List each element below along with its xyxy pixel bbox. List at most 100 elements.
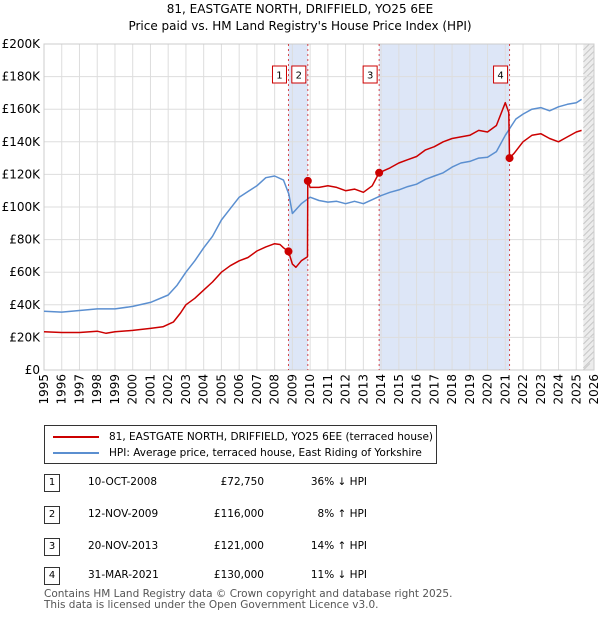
- future-hatch: [583, 147, 595, 159]
- future-hatch: [583, 93, 595, 105]
- x-tick-label: 2020: [481, 374, 495, 405]
- future-hatch: [583, 207, 595, 219]
- transaction-hpi-change: 14% ↑ HPI: [310, 540, 367, 552]
- future-hatch: [583, 309, 595, 321]
- y-tick-label: £20K: [9, 330, 41, 344]
- future-hatch: [583, 279, 595, 291]
- transaction-price: £116,000: [213, 508, 264, 520]
- sale-label-number: 4: [497, 71, 503, 82]
- legend-swatch-hpi: [53, 452, 99, 454]
- future-hatch: [583, 243, 595, 255]
- property-price-line: [43, 101, 582, 335]
- future-hatch: [583, 213, 595, 225]
- legend-item-hpi: HPI: Average price, terraced house, East…: [53, 445, 422, 461]
- x-tick-label: 2006: [232, 374, 246, 405]
- future-hatch: [583, 333, 595, 345]
- x-tick-label: 2015: [392, 374, 406, 405]
- future-hatch: [583, 273, 595, 285]
- x-tick-label: 2007: [250, 374, 264, 405]
- footer-licence: This data is licensed under the Open Gov…: [44, 599, 379, 611]
- chart-title-address: 81, EASTGATE NORTH, DRIFFIELD, YO25 6EE: [166, 2, 434, 16]
- x-tick-label: 2014: [374, 374, 388, 405]
- x-tick-label: 2022: [516, 374, 530, 405]
- x-tick-label: 2001: [143, 374, 157, 405]
- transaction-number: 1: [44, 474, 60, 492]
- x-tick-label: 2005: [214, 374, 228, 405]
- y-tick-label: £60K: [9, 265, 41, 279]
- x-tick-label: 2026: [587, 374, 600, 405]
- future-hatch: [583, 219, 595, 231]
- future-hatch: [583, 69, 595, 81]
- transaction-date: 12-NOV-2009: [88, 508, 159, 520]
- future-hatch: [583, 357, 595, 369]
- transaction-date: 20-NOV-2013: [88, 540, 159, 552]
- future-hatch: [583, 51, 595, 63]
- x-tick-label: 2016: [410, 374, 424, 405]
- future-hatch: [583, 321, 595, 333]
- future-hatch: [583, 57, 595, 69]
- y-tick-label: £40K: [9, 298, 41, 312]
- x-tick-label: 2013: [356, 374, 370, 405]
- future-hatch: [583, 63, 595, 75]
- sale-label-box: [271, 65, 287, 84]
- x-tick-label: 1995: [37, 374, 51, 405]
- future-hatch: [583, 75, 595, 87]
- future-hatch: [583, 189, 595, 201]
- sale-point: [303, 176, 312, 185]
- future-hatch: [583, 99, 595, 111]
- future-hatch: [583, 231, 595, 243]
- legend-label-property: 81, EASTGATE NORTH, DRIFFIELD, YO25 6EE …: [109, 431, 433, 443]
- transaction-price: £130,000: [213, 569, 264, 581]
- legend-label-hpi: HPI: Average price, terraced house, East…: [109, 447, 422, 459]
- future-hatch: [583, 87, 595, 99]
- future-hatch: [583, 153, 595, 165]
- transaction-hpi-change: 8% ↑ HPI: [317, 508, 367, 520]
- price-chart: £0 £20K £40K £60K £80K £100K £120K £140K £160K £1…: [2, 37, 600, 405]
- transaction-number: 2: [44, 506, 60, 524]
- future-hatch: [583, 249, 595, 261]
- x-tick-label: 2018: [445, 374, 459, 405]
- future-hatch: [583, 123, 595, 135]
- y-tick-label: £120K: [2, 167, 42, 181]
- footer-copyright: Contains HM Land Registry data © Crown c…: [44, 588, 453, 600]
- transaction-hpi-change: 11% ↓ HPI: [310, 569, 367, 581]
- x-tick-label: 2010: [303, 374, 317, 405]
- y-tick-label: £160K: [2, 102, 42, 116]
- chart-subtitle: Price paid vs. HM Land Registry's House …: [128, 19, 472, 33]
- future-hatch: [583, 141, 595, 153]
- x-tick-label: 1998: [90, 374, 104, 405]
- future-hatch: [583, 255, 595, 267]
- future-hatch: [583, 297, 595, 309]
- x-tick-label: 2004: [197, 374, 211, 405]
- sale-label-number: 2: [296, 71, 302, 82]
- y-tick-label: £200K: [2, 37, 42, 51]
- x-tick-label: 2012: [339, 374, 353, 405]
- y-tick-label: £0: [25, 363, 40, 377]
- x-tick-label: 2024: [552, 374, 566, 405]
- future-hatch: [583, 177, 595, 189]
- transaction-date: 10-OCT-2008: [88, 476, 157, 488]
- future-hatch: [583, 195, 595, 207]
- future-hatch: [583, 285, 595, 297]
- transaction-number: 4: [44, 567, 60, 585]
- footer-attribution: Contains HM Land Registry data © Crown c…: [44, 589, 452, 611]
- future-hatch: [583, 105, 595, 117]
- transaction-price: £121,000: [213, 540, 264, 552]
- future-hatch: [583, 351, 595, 363]
- x-tick-label: 2000: [126, 374, 140, 405]
- sale-point: [505, 154, 514, 163]
- x-tick-label: 2021: [498, 374, 512, 405]
- sale-point: [284, 247, 293, 256]
- future-hatch: [583, 225, 595, 237]
- transaction-date: 31-MAR-2021: [88, 569, 159, 581]
- x-tick-label: 2011: [321, 374, 335, 405]
- future-hatch: [583, 183, 595, 195]
- x-tick-label: 1996: [55, 374, 69, 405]
- future-hatch: [583, 45, 595, 57]
- future-hatch: [583, 171, 595, 183]
- future-hatch: [583, 345, 595, 357]
- future-hatch: [583, 135, 595, 147]
- x-tick-label: 2009: [285, 374, 299, 405]
- future-hatch: [583, 327, 595, 339]
- future-hatch: [583, 111, 595, 123]
